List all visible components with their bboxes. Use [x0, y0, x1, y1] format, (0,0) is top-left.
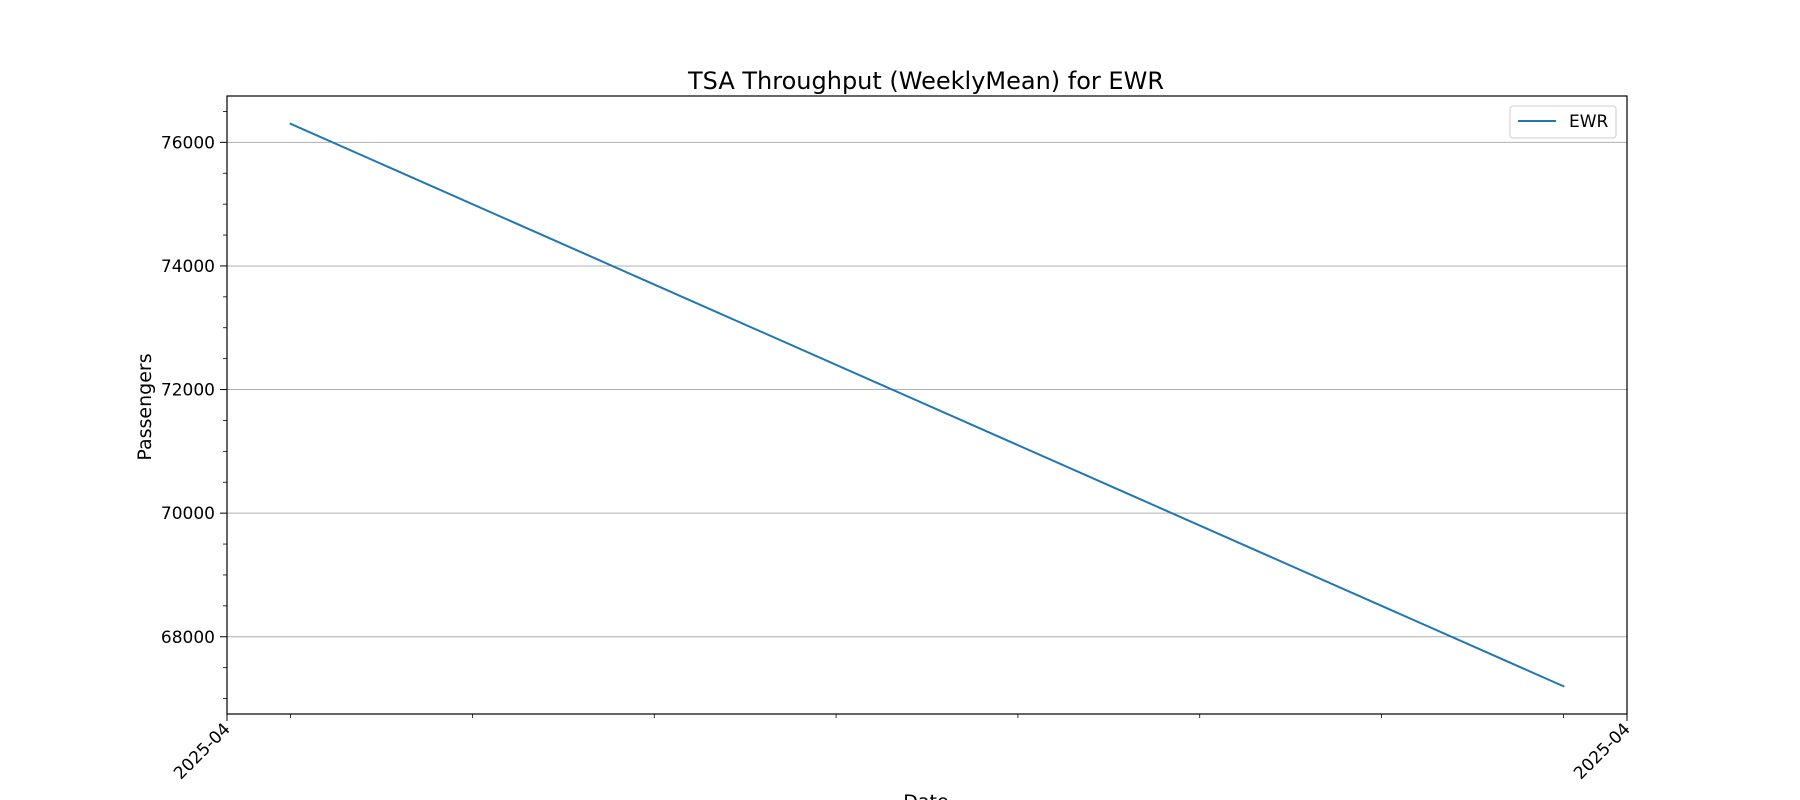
legend-label-ewr: EWR — [1569, 112, 1609, 132]
chart-title: TSA Throughput (WeeklyMean) for EWR — [687, 67, 1164, 95]
legend: EWR — [1509, 105, 1617, 139]
y-tick-label: 72000 — [161, 381, 215, 401]
y-axis: 68000 70000 72000 74000 76000 — [161, 111, 227, 699]
y-tick-label: 76000 — [161, 133, 215, 153]
x-axis-label: Date — [903, 791, 948, 800]
y-tick-label: 74000 — [161, 257, 215, 277]
y-tick-label: 70000 — [161, 504, 215, 524]
grid-layer — [227, 141, 1627, 638]
plot-frame — [226, 95, 1628, 715]
legend-box — [1509, 105, 1617, 139]
y-tick-label: 68000 — [161, 628, 215, 648]
series-line-ewr — [289, 122, 1565, 688]
series-layer — [289, 122, 1565, 688]
y-axis-label: Passengers — [134, 353, 156, 460]
